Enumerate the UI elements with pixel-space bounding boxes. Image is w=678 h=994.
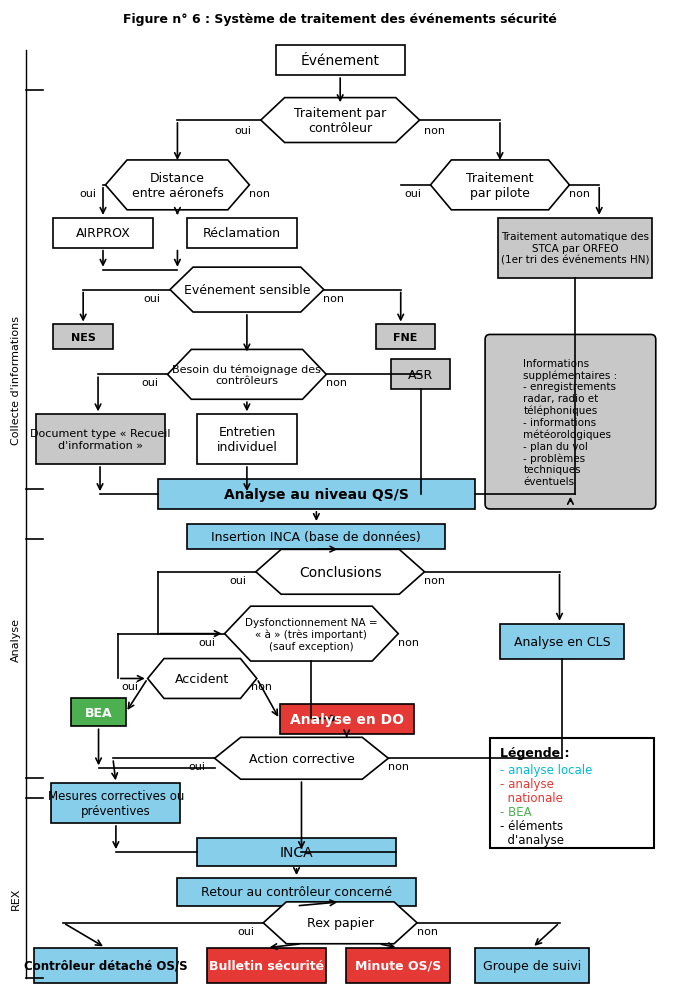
Polygon shape (256, 550, 424, 594)
Text: non: non (252, 682, 273, 692)
Text: - BEA: - BEA (500, 805, 532, 818)
Text: non: non (416, 925, 437, 935)
Text: d'analyse: d'analyse (500, 833, 564, 846)
Text: Bulletin sécurité: Bulletin sécurité (210, 959, 324, 972)
Polygon shape (261, 98, 420, 143)
Text: oui: oui (121, 682, 138, 692)
Polygon shape (263, 902, 417, 943)
Text: Contrôleur détaché OS/S: Contrôleur détaché OS/S (24, 959, 187, 972)
Text: BEA: BEA (85, 706, 113, 720)
Text: oui: oui (404, 189, 421, 199)
Bar (54, 219, 153, 248)
FancyBboxPatch shape (485, 335, 656, 510)
Bar (498, 219, 652, 278)
Text: oui: oui (237, 925, 254, 935)
Text: Conclusions: Conclusions (299, 566, 382, 580)
Text: Collecte d'informations: Collecte d'informations (11, 315, 20, 444)
Text: Minute OS/S: Minute OS/S (355, 959, 441, 972)
Bar (346, 948, 450, 983)
Text: non: non (398, 637, 419, 647)
Bar (35, 414, 165, 464)
Text: Insertion INCA (base de données): Insertion INCA (base de données) (212, 531, 421, 544)
Polygon shape (224, 606, 398, 661)
Text: Légende :: Légende : (500, 746, 570, 759)
Bar (52, 783, 180, 823)
Text: non: non (323, 293, 344, 303)
Text: Mesures correctives ou
préventives: Mesures correctives ou préventives (47, 789, 184, 817)
Text: Analyse en CLS: Analyse en CLS (514, 635, 610, 648)
Text: NES: NES (71, 333, 96, 343)
Text: Réclamation: Réclamation (203, 227, 281, 240)
Text: - analyse: - analyse (500, 777, 554, 790)
Text: Traitement par
contrôleur: Traitement par contrôleur (294, 107, 386, 135)
Text: non: non (325, 378, 346, 388)
Text: oui: oui (144, 293, 161, 303)
Text: Groupe de suivi: Groupe de suivi (483, 959, 581, 972)
Bar (207, 948, 326, 983)
Bar (279, 705, 414, 735)
Text: oui: oui (141, 378, 158, 388)
Text: oui: oui (235, 126, 252, 136)
Bar (71, 699, 126, 727)
Text: non: non (424, 576, 445, 585)
Polygon shape (167, 350, 326, 400)
Text: Entretien
individuel: Entretien individuel (216, 425, 277, 453)
Text: non: non (569, 189, 590, 199)
Text: Traitement automatique des
STCA par ORFEO
(1er tri des événements HN): Traitement automatique des STCA par ORFE… (500, 232, 649, 265)
Text: oui: oui (188, 761, 205, 771)
Bar (157, 479, 475, 510)
Text: non: non (249, 189, 270, 199)
Bar (376, 325, 435, 350)
Text: REX: REX (11, 887, 20, 910)
Text: Document type « Recueil
d'information »: Document type « Recueil d'information » (30, 429, 170, 450)
Bar (187, 219, 296, 248)
Text: Dysfonctionnement NA =
« à » (très important)
(sauf exception): Dysfonctionnement NA = « à » (très impor… (245, 617, 378, 651)
Text: INCA: INCA (280, 845, 313, 859)
Text: Accident: Accident (175, 672, 229, 685)
Bar (187, 525, 445, 550)
Polygon shape (148, 659, 257, 699)
Text: FNE: FNE (393, 333, 418, 343)
Polygon shape (215, 738, 388, 779)
Polygon shape (106, 161, 250, 211)
Bar (475, 948, 589, 983)
Text: AIRPROX: AIRPROX (75, 227, 130, 240)
Text: Analyse: Analyse (11, 617, 20, 661)
Polygon shape (170, 267, 324, 313)
Bar (197, 414, 296, 464)
Text: Figure n° 6 : Système de traitement des événements sécurité: Figure n° 6 : Système de traitement des … (123, 13, 557, 26)
Text: Événement: Événement (300, 54, 380, 69)
Text: Retour au contrôleur concerné: Retour au contrôleur concerné (201, 886, 392, 899)
Text: Informations
supplémentaires :
- enregistrements
radar, radio et
téléphoniques
-: Informations supplémentaires : - enregis… (523, 358, 618, 486)
Text: Traitement
par pilote: Traitement par pilote (466, 172, 534, 200)
Text: oui: oui (198, 637, 215, 647)
Text: Analyse au niveau QS/S: Analyse au niveau QS/S (224, 487, 409, 502)
Bar (500, 624, 624, 659)
Text: non: non (424, 126, 445, 136)
Text: non: non (388, 761, 409, 771)
Text: nationale: nationale (500, 791, 563, 804)
Polygon shape (431, 161, 570, 211)
Text: ASR: ASR (408, 369, 433, 382)
Text: Action corrective: Action corrective (249, 752, 355, 765)
Bar (197, 838, 396, 866)
Text: Besoin du témoignage des
contrôleurs: Besoin du témoignage des contrôleurs (172, 364, 321, 386)
Text: oui: oui (79, 189, 96, 199)
Text: Distance
entre aéronefs: Distance entre aéronefs (132, 172, 223, 200)
Bar (54, 325, 113, 350)
Bar (490, 739, 654, 848)
Text: oui: oui (229, 576, 247, 585)
Text: - éléments: - éléments (500, 819, 563, 832)
Text: Analyse en DO: Analyse en DO (290, 713, 403, 727)
Bar (33, 948, 178, 983)
Text: Rex papier: Rex papier (306, 916, 374, 929)
Bar (178, 878, 416, 906)
Bar (276, 46, 405, 77)
Text: - analyse locale: - analyse locale (500, 763, 593, 776)
Bar (391, 360, 450, 390)
Text: Evénement sensible: Evénement sensible (184, 284, 310, 297)
